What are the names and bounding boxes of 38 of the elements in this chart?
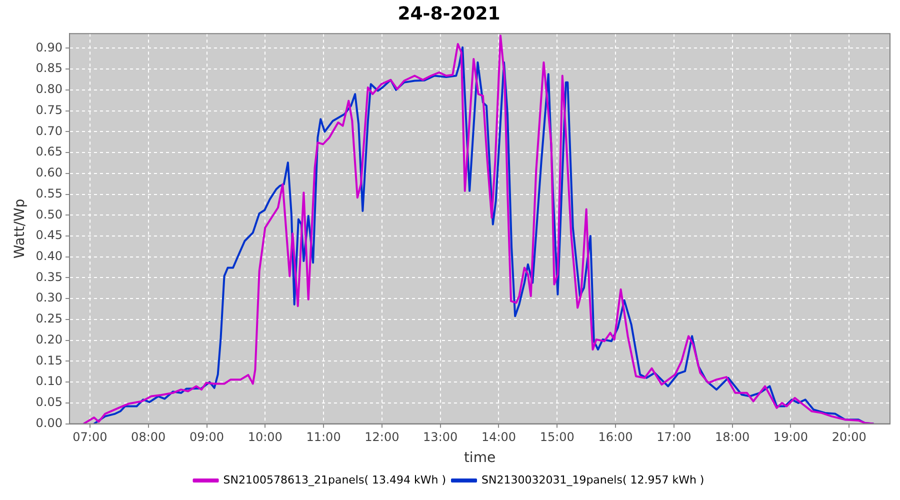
x-tick-label: 11:00 <box>306 430 341 444</box>
y-tick-label: 0.85 <box>36 61 63 76</box>
x-tick-label: 20:00 <box>832 430 866 444</box>
x-tick-label: 18:00 <box>715 430 750 444</box>
legend-label: SN2100578613_21panels( 13.494 kWh ) <box>223 473 446 486</box>
y-tick-label: 0.05 <box>36 395 63 410</box>
x-tick-label: 08:00 <box>131 430 166 444</box>
y-tick-label: 0.65 <box>36 144 63 159</box>
y-tick-label: 0.50 <box>36 207 63 222</box>
y-tick-label: 0.45 <box>36 228 63 242</box>
x-tick-label: 14:00 <box>481 430 516 444</box>
y-tick-label: 0.25 <box>36 312 63 326</box>
legend-label: SN2130032031_19panels( 12.957 kWh ) <box>482 473 704 486</box>
x-tick-label: 12:00 <box>364 430 400 444</box>
y-tick-label: 0.15 <box>36 353 63 368</box>
y-tick-label: 0.70 <box>36 124 63 138</box>
x-axis-title: time <box>464 450 496 466</box>
x-tick-label: 07:00 <box>72 430 108 444</box>
y-tick-label: 0.80 <box>36 82 63 96</box>
x-tick-label: 16:00 <box>598 430 633 444</box>
y-tick-label: 0.20 <box>36 332 63 346</box>
x-tick-label: 13:00 <box>423 430 458 444</box>
y-tick-label: 0.30 <box>36 290 63 305</box>
x-tick-label: 15:00 <box>540 430 574 444</box>
y-tick-label: 0.35 <box>36 270 63 284</box>
y-tick-label: 0.00 <box>36 416 63 430</box>
y-tick-label: 0.60 <box>36 166 63 180</box>
y-tick-label: 0.10 <box>36 374 63 388</box>
chart-title: 24-8-2021 <box>398 3 500 24</box>
x-tick-label: 19:00 <box>773 430 808 444</box>
y-tick-label: 0.90 <box>36 40 63 54</box>
y-tick-label: 0.55 <box>36 186 63 200</box>
y-tick-label: 0.40 <box>36 248 63 263</box>
y-tick-label: 0.75 <box>36 102 63 117</box>
x-tick-label: 10:00 <box>248 430 282 444</box>
x-tick-label: 17:00 <box>656 430 692 444</box>
y-axis-title: Watt/Wp <box>12 198 28 259</box>
x-tick-label: 09:00 <box>189 430 224 444</box>
